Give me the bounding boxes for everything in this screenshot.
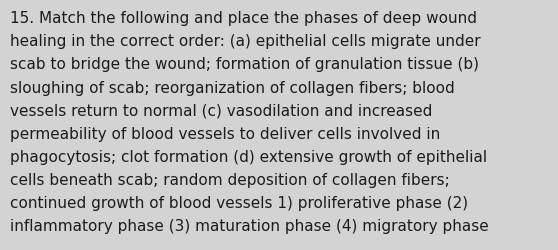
Text: cells beneath scab; random deposition of collagen fibers;: cells beneath scab; random deposition of… bbox=[10, 172, 450, 187]
Text: 15. Match the following and place the phases of deep wound: 15. Match the following and place the ph… bbox=[10, 11, 477, 26]
Text: continued growth of blood vessels 1) proliferative phase (2): continued growth of blood vessels 1) pro… bbox=[10, 195, 468, 210]
Text: scab to bridge the wound; formation of granulation tissue (b): scab to bridge the wound; formation of g… bbox=[10, 57, 479, 72]
Text: vessels return to normal (c) vasodilation and increased: vessels return to normal (c) vasodilatio… bbox=[10, 103, 432, 118]
Text: sloughing of scab; reorganization of collagen fibers; blood: sloughing of scab; reorganization of col… bbox=[10, 80, 455, 95]
Text: inflammatory phase (3) maturation phase (4) migratory phase: inflammatory phase (3) maturation phase … bbox=[10, 218, 489, 233]
Text: healing in the correct order: (a) epithelial cells migrate under: healing in the correct order: (a) epithe… bbox=[10, 34, 480, 49]
Text: phagocytosis; clot formation (d) extensive growth of epithelial: phagocytosis; clot formation (d) extensi… bbox=[10, 149, 487, 164]
Text: permeability of blood vessels to deliver cells involved in: permeability of blood vessels to deliver… bbox=[10, 126, 440, 141]
